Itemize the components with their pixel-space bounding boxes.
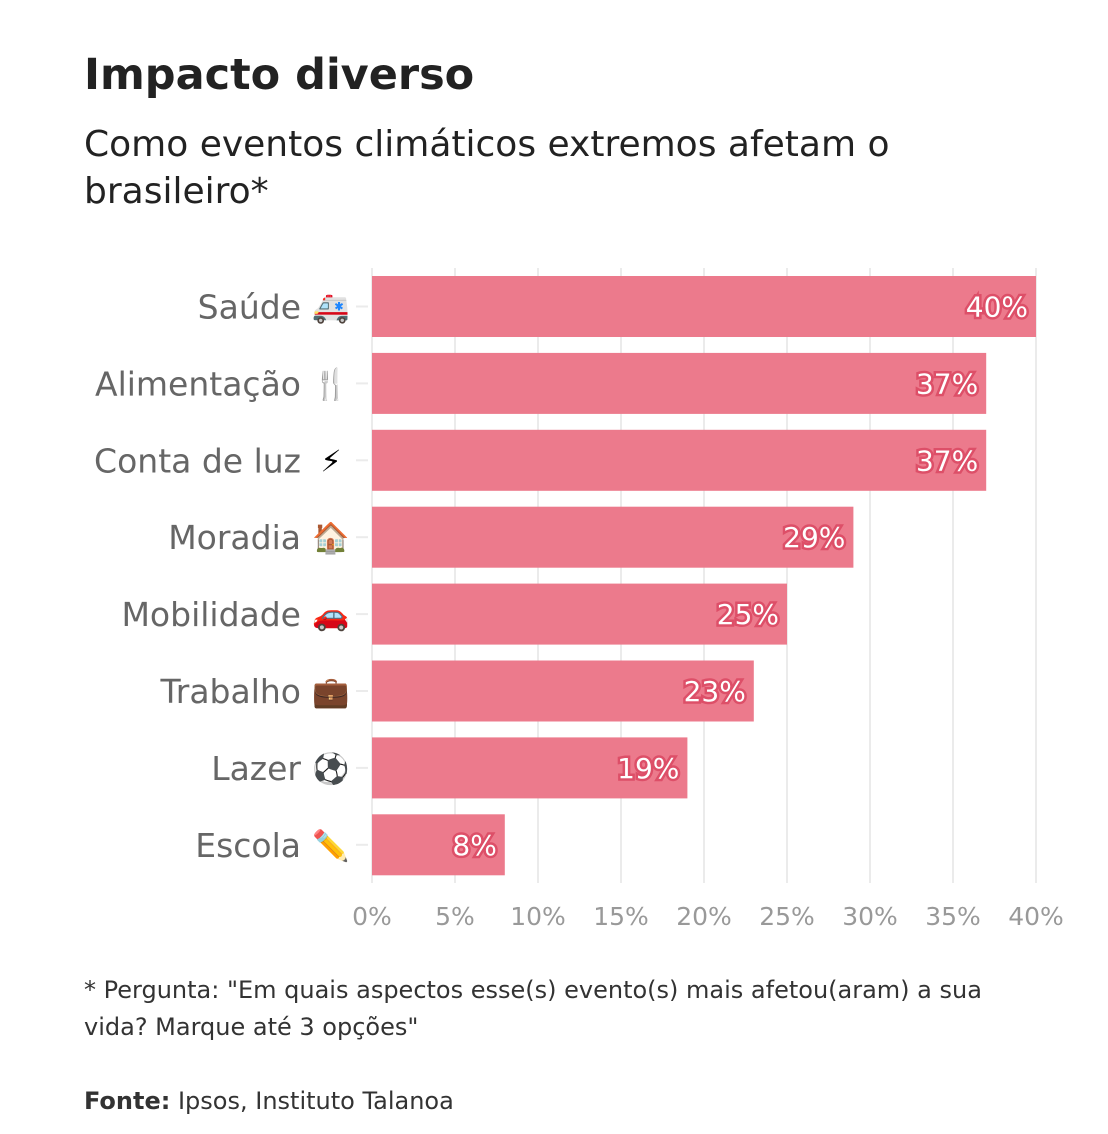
- category-label: Trabalho: [159, 672, 301, 711]
- data-label: 8%: [452, 829, 496, 862]
- bar: [372, 276, 1036, 337]
- category-emoji-icon: 🏠: [312, 521, 349, 556]
- category-label: Saúde: [198, 288, 301, 327]
- category-label: Moradia: [168, 518, 301, 557]
- x-tick-label: 25%: [759, 902, 815, 931]
- x-tick-label: 35%: [925, 902, 981, 931]
- data-label: 40%: [966, 291, 1028, 324]
- category-emoji-icon: ✏️: [312, 827, 349, 864]
- x-tick-label: 20%: [676, 902, 732, 931]
- category-emoji-icon: ⚡: [320, 444, 341, 479]
- source: Fonte: Ipsos, Instituto Talanoa: [84, 1087, 454, 1115]
- data-label: 25%: [717, 598, 779, 631]
- bar: [372, 660, 754, 722]
- bar: [372, 429, 987, 491]
- x-tick-label: 0%: [352, 902, 392, 931]
- data-label: 37%: [916, 444, 978, 477]
- bar: [372, 737, 688, 799]
- category-emoji-icon: 💼: [312, 675, 349, 710]
- category-emoji-icon: 🍴: [312, 366, 349, 402]
- chart-title: Impacto diverso: [84, 50, 475, 100]
- x-tick-label: 10%: [510, 902, 566, 931]
- bar: [372, 506, 854, 568]
- category-emoji-icon: 🚗: [312, 598, 349, 633]
- category-emoji-icon: ⚽: [311, 751, 349, 787]
- data-label: 37%: [916, 367, 978, 400]
- source-text: Ipsos, Instituto Talanoa: [170, 1087, 454, 1115]
- x-tick-label: 15%: [593, 902, 649, 931]
- footnote: * Pergunta: "Em quais aspectos esse(s) e…: [84, 976, 982, 1041]
- source-label: Fonte:: [84, 1087, 171, 1115]
- chart-subtitle: Como eventos climáticos extremos afetam …: [84, 124, 890, 212]
- x-tick-label: 30%: [842, 902, 898, 931]
- bar-chart: 0% 5% 10% 15% 20% 25% 30% 35% 40% Saúde 🚑 40% Alimen…: [94, 268, 1064, 931]
- bar: [372, 583, 787, 645]
- data-label: 19%: [617, 752, 679, 785]
- x-tick-label: 40%: [1008, 902, 1064, 931]
- category-label: Escola: [195, 826, 301, 865]
- category-label: Alimentação: [95, 364, 301, 403]
- data-label: 29%: [783, 521, 845, 554]
- category-label: Conta de luz: [94, 441, 301, 480]
- category-label: Mobilidade: [121, 595, 301, 634]
- category-emoji-icon: 🚑: [312, 291, 349, 326]
- category-label: Lazer: [211, 749, 301, 788]
- bar: [372, 352, 987, 414]
- x-tick-label: 5%: [435, 902, 475, 931]
- data-label: 23%: [684, 675, 746, 708]
- bar: [372, 814, 505, 876]
